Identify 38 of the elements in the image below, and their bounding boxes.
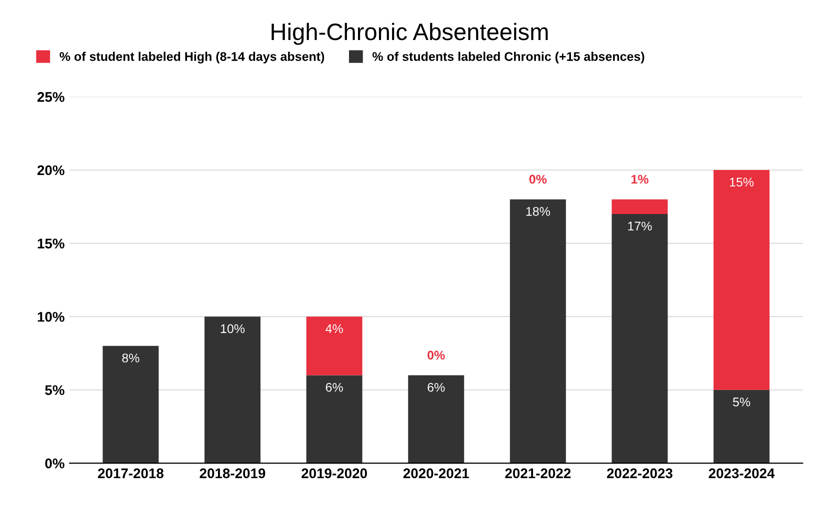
chart-title: High-Chronic Absenteeism	[272, 22, 548, 45]
y-tick-label: 15%	[38, 238, 64, 248]
x-tick-label: 2019-2020	[302, 468, 367, 478]
x-tick-label: 2023-2024	[708, 468, 775, 478]
legend-label: % of students labeled Chronic (+15 absences)	[372, 52, 644, 64]
data-label: 18%	[526, 206, 550, 216]
bar	[612, 214, 668, 464]
bar	[408, 375, 464, 464]
bar	[714, 170, 770, 390]
data-label: 0%	[428, 350, 445, 360]
bar	[204, 316, 260, 464]
y-tick-label: 5%	[45, 385, 64, 396]
bar	[306, 375, 362, 464]
data-label: 15%	[730, 178, 754, 187]
y-tick-label: 10%	[38, 312, 64, 322]
y-tick-label: 25%	[37, 92, 64, 102]
data-label: 1%	[631, 174, 648, 184]
data-label: 5%	[733, 398, 750, 406]
x-tick-label: 2018-2019	[200, 468, 266, 478]
data-label: 8%	[122, 354, 140, 362]
y-tick-label: 20%	[37, 165, 64, 176]
data-label: 4%	[326, 324, 343, 334]
x-tick-label: 2020-2021	[403, 468, 469, 478]
bar	[102, 346, 159, 464]
x-tick-label: 2021-2022	[505, 468, 571, 478]
data-label: 6%	[428, 382, 445, 392]
bar	[510, 199, 566, 464]
legend-label: % of student labeled High (8-14 days absent)	[60, 52, 324, 64]
data-label: 0%	[529, 174, 547, 184]
data-label: 17%	[628, 222, 652, 230]
data-label: 10%	[220, 324, 245, 334]
x-tick-label: 2017-2018	[98, 468, 164, 478]
data-label: 6%	[326, 382, 343, 392]
x-tick-label: 2022-2023	[607, 468, 672, 478]
bar	[612, 199, 668, 214]
bar	[306, 316, 362, 376]
bar	[714, 390, 770, 464]
y-tick-label: 0%	[45, 458, 64, 468]
